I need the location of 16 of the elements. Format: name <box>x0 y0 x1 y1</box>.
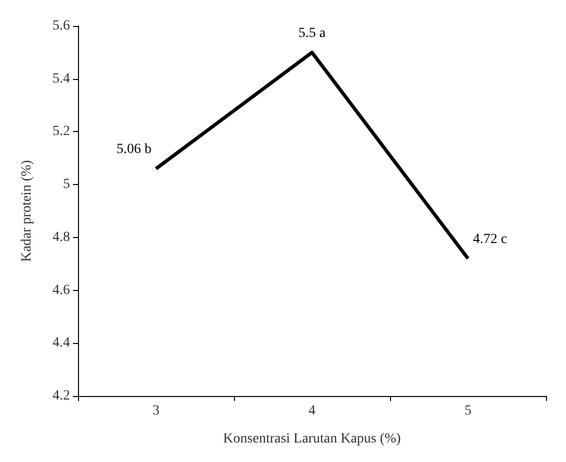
y-tick-label: 4.2 <box>52 388 70 404</box>
x-axis-title: Konsentrasi Larutan Kapus (%) <box>223 432 402 446</box>
y-tick-label: 4.8 <box>52 230 70 245</box>
y-tick-label: 4.6 <box>52 282 70 298</box>
x-tick-label: 3 <box>152 404 160 418</box>
data-label: 5.5 a <box>298 26 326 41</box>
data-label: 4.72 c <box>472 232 508 248</box>
y-tick-label: 5.2 <box>52 124 70 140</box>
y-tick-label: 4.4 <box>52 336 70 351</box>
x-tick-label: 5 <box>464 404 472 418</box>
y-tick-label: 5.4 <box>52 71 70 86</box>
x-tick-label: 4 <box>308 404 316 418</box>
y-axis-title: Kadar protein (%) <box>20 160 34 262</box>
data-label: 5.06 b <box>116 142 152 158</box>
y-tick-label: 5 <box>63 177 70 192</box>
y-tick-label: 5.6 <box>52 18 70 34</box>
